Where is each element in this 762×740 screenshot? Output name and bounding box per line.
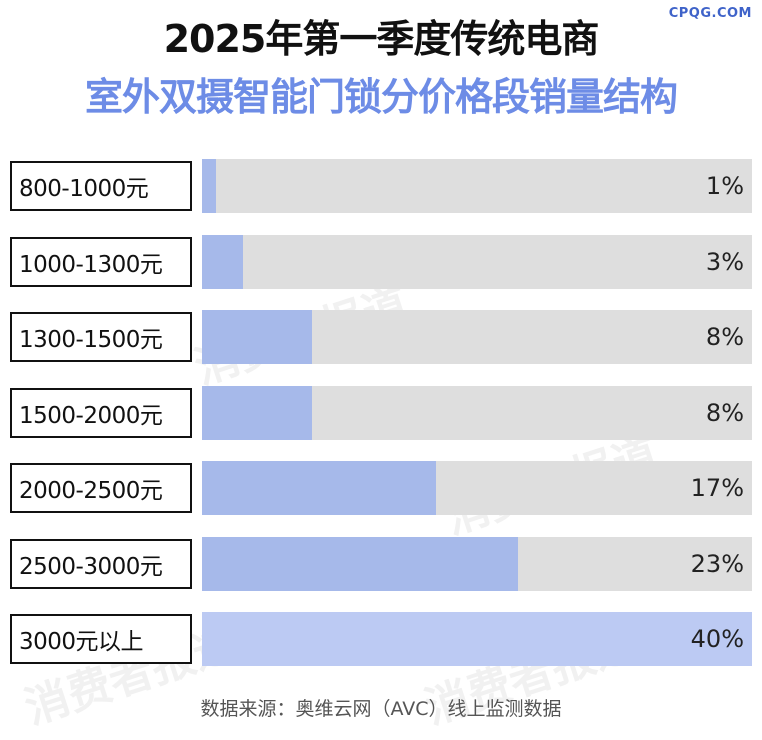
data-source-note: 数据来源：奥维云网（AVC）线上监测数据 xyxy=(200,698,562,720)
category-label: 1000-1300元 xyxy=(10,237,192,287)
category-label: 1500-2000元 xyxy=(10,388,192,438)
value-label: 8% xyxy=(705,399,744,427)
bar-track: 40% xyxy=(202,612,752,666)
bar-track: 8% xyxy=(202,386,752,440)
chart-subtitle: 室外双摄智能门锁分价格段销量结构 xyxy=(84,75,678,119)
value-label: 3% xyxy=(705,248,744,276)
value-label: 1% xyxy=(705,172,744,200)
category-label: 1300-1500元 xyxy=(10,312,192,362)
bar xyxy=(202,612,752,666)
bar xyxy=(202,461,436,515)
bar-track: 1% xyxy=(202,159,752,213)
category-label: 2500-3000元 xyxy=(10,539,192,589)
bar-track: 23% xyxy=(202,537,752,591)
value-label: 8% xyxy=(705,323,744,351)
bar-track: 8% xyxy=(202,310,752,364)
bar xyxy=(202,310,312,364)
brand-logo: CPQG.COM xyxy=(668,6,752,21)
bar xyxy=(202,386,312,440)
value-label: 17% xyxy=(690,474,744,502)
bar-track: 3% xyxy=(202,235,752,289)
value-label: 40% xyxy=(690,625,744,653)
category-label: 800-1000元 xyxy=(10,161,192,211)
category-label: 2000-2500元 xyxy=(10,463,192,513)
category-label: 3000元以上 xyxy=(10,614,192,664)
value-label: 23% xyxy=(690,550,744,578)
bar xyxy=(202,235,243,289)
bar xyxy=(202,159,216,213)
bar-track: 17% xyxy=(202,461,752,515)
bar xyxy=(202,537,518,591)
chart-title: 2025年第一季度传统电商 xyxy=(163,17,600,61)
